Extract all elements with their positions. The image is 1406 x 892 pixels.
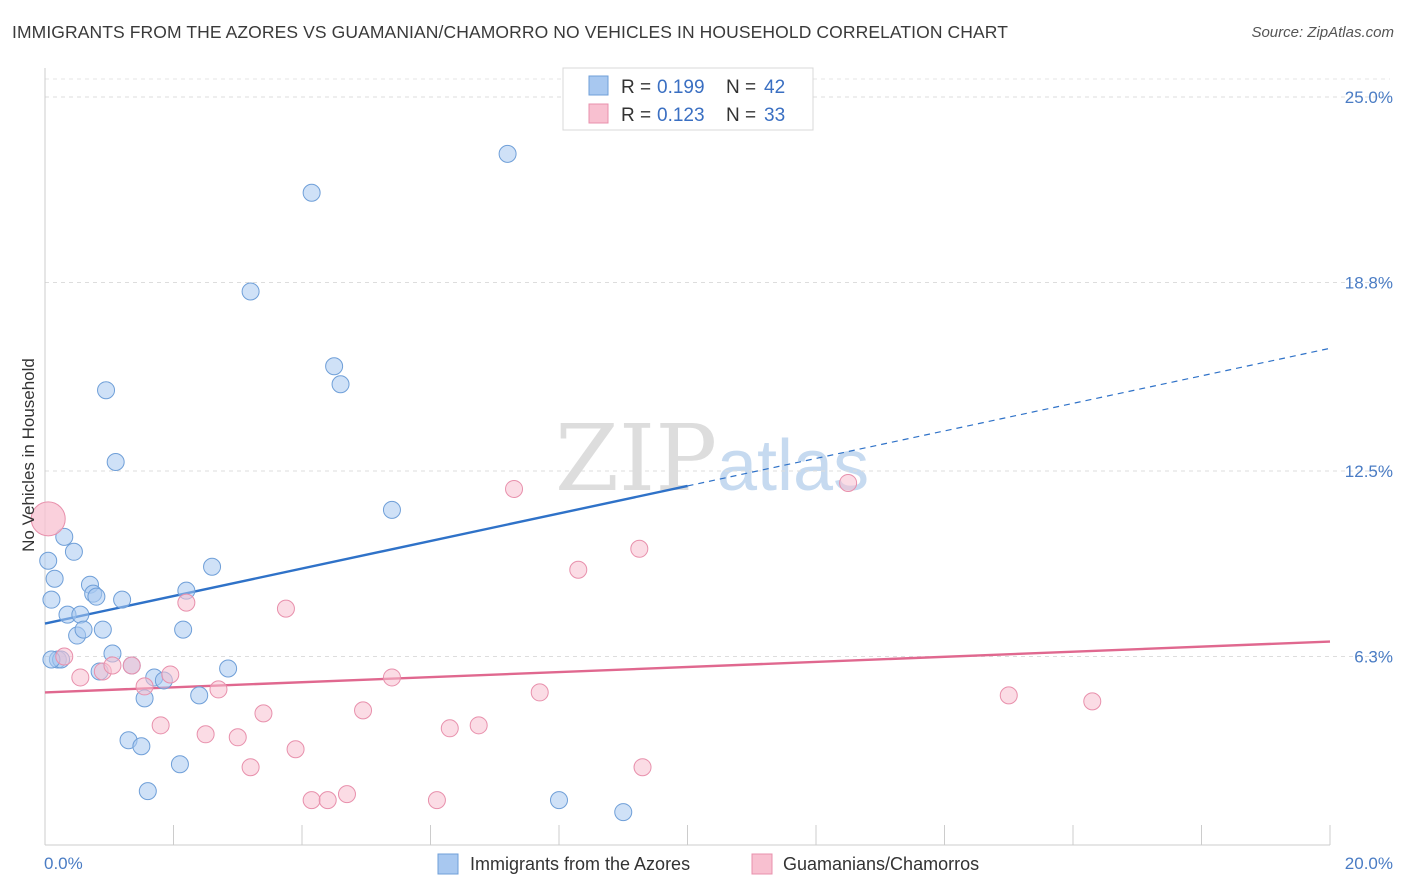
- legend-r-label-guamanian: R =: [621, 105, 651, 126]
- point-0-24: [138, 782, 157, 801]
- point-0-28: [174, 620, 193, 639]
- point-1-16: [286, 740, 305, 759]
- point-0-36: [331, 375, 350, 394]
- point-0-35: [325, 357, 344, 376]
- chart-title: IMMIGRANTS FROM THE AZORES VS GUAMANIAN/…: [12, 22, 1009, 42]
- point-1-14: [254, 704, 273, 723]
- point-1-23: [440, 719, 459, 738]
- point-0-7: [64, 542, 83, 561]
- y-tick-label-0: 6.3%: [1354, 648, 1393, 667]
- trend-lines: [44, 347, 1331, 694]
- point-0-13: [87, 587, 106, 606]
- legend-box: R = 0.199 N = 42 R = 0.123 N = 33: [562, 67, 814, 131]
- point-1-30: [839, 473, 858, 492]
- x-tick-label-1: 20.0%: [1345, 854, 1393, 873]
- point-1-8: [161, 665, 180, 684]
- point-1-15: [276, 599, 295, 618]
- point-0-31: [203, 557, 222, 576]
- y-axis-label: No Vehicles in Household: [19, 358, 38, 552]
- bottom-legend-swatch-guamanian: [751, 853, 773, 875]
- point-1-29: [633, 758, 652, 777]
- point-1-21: [382, 668, 401, 687]
- x-tick-labels: 0.0% 20.0%: [44, 854, 1393, 873]
- watermark-atlas: atlas: [717, 426, 869, 506]
- legend-n-label-guamanian: N =: [726, 105, 756, 126]
- point-1-22: [427, 791, 446, 810]
- point-1-11: [209, 680, 228, 699]
- y-tick-label-3: 25.0%: [1345, 88, 1393, 107]
- point-1-25: [505, 479, 524, 498]
- point-1-17: [302, 791, 321, 810]
- point-1-4: [103, 656, 122, 675]
- point-1-32: [1083, 692, 1102, 711]
- point-0-32: [219, 659, 238, 678]
- point-1-19: [337, 785, 356, 804]
- point-0-37: [382, 500, 401, 519]
- point-0-0: [39, 551, 58, 570]
- y-tick-labels: 6.3% 12.5% 18.8% 25.0%: [1345, 88, 1393, 667]
- y-tick-label-2: 18.8%: [1345, 274, 1393, 293]
- point-1-5: [122, 656, 141, 675]
- legend-r-value-guamanian: 0.123: [657, 105, 705, 126]
- point-1-2: [71, 668, 90, 687]
- point-0-39: [550, 791, 568, 810]
- point-0-19: [113, 590, 132, 609]
- y-tick-label-1: 12.5%: [1345, 462, 1393, 481]
- point-0-2: [45, 569, 64, 588]
- point-0-18: [106, 453, 125, 472]
- trend-line-1: [44, 640, 1331, 694]
- point-1-9: [177, 593, 196, 612]
- legend-r-value-azores: 0.199: [657, 77, 705, 98]
- grid-lines: [45, 78, 1390, 658]
- point-1-18: [318, 791, 337, 810]
- point-0-9: [71, 605, 90, 624]
- point-1-12: [228, 728, 247, 747]
- bottom-legend: Immigrants from the Azores Guamanians/Ch…: [437, 853, 979, 875]
- source-label: Source: ZipAtlas.com: [1251, 24, 1394, 41]
- trend-line-0: [44, 484, 688, 625]
- legend-swatch-azores: [588, 75, 609, 96]
- point-0-40: [614, 803, 633, 822]
- point-1-24: [469, 716, 488, 735]
- data-points: [30, 144, 1102, 822]
- point-0-34: [302, 183, 321, 202]
- point-1-31: [999, 686, 1018, 705]
- point-0-22: [132, 737, 151, 756]
- point-0-10: [74, 620, 93, 639]
- legend-swatch-guamanian: [588, 103, 609, 124]
- x-tick-label-0: 0.0%: [44, 854, 83, 873]
- point-1-6: [135, 677, 154, 696]
- point-0-27: [170, 755, 189, 774]
- point-1-27: [569, 560, 588, 579]
- bottom-legend-label-guamanian: Guamanians/Chamorros: [783, 854, 979, 874]
- legend-r-label-azores: R =: [621, 77, 651, 98]
- legend-n-value-guamanian: 33: [764, 105, 785, 126]
- point-1-20: [354, 701, 373, 720]
- point-0-38: [498, 144, 517, 163]
- point-1-28: [630, 539, 649, 558]
- point-1-1: [55, 647, 74, 666]
- watermark-zip: ZIP: [555, 405, 717, 512]
- point-0-16: [97, 381, 116, 400]
- point-1-13: [241, 758, 260, 777]
- legend-n-label-azores: N =: [726, 77, 756, 98]
- point-1-26: [530, 683, 549, 702]
- bottom-legend-swatch-azores: [437, 853, 459, 875]
- point-1-10: [196, 725, 215, 744]
- point-0-1: [42, 590, 61, 609]
- point-1-7: [151, 716, 170, 735]
- point-1-0: [30, 501, 66, 537]
- point-0-15: [93, 620, 112, 639]
- legend-n-value-azores: 42: [764, 77, 785, 98]
- bottom-legend-label-azores: Immigrants from the Azores: [470, 854, 690, 874]
- axes: [44, 68, 1331, 846]
- point-0-33: [241, 282, 260, 301]
- point-0-30: [190, 686, 209, 705]
- point-0-5: [55, 527, 74, 546]
